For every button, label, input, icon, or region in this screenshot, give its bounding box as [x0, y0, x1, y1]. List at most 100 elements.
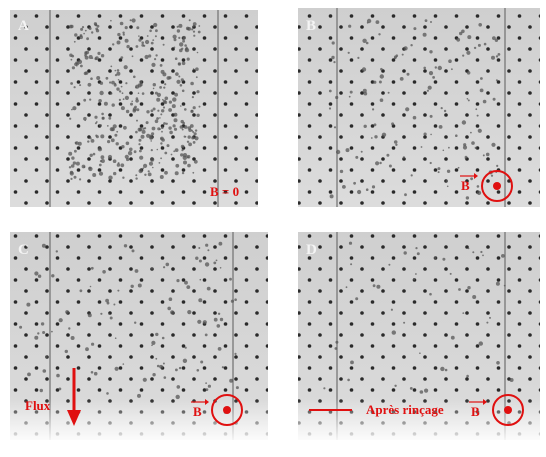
- particle: [427, 85, 432, 90]
- particle: [134, 105, 137, 109]
- particle: [471, 141, 475, 145]
- particle: [373, 80, 377, 84]
- particle: [186, 57, 190, 61]
- particle: [387, 91, 390, 94]
- particle: [116, 40, 121, 45]
- particle: [178, 23, 183, 28]
- hole-grid: [298, 8, 540, 207]
- particle: [477, 128, 482, 133]
- particle: [150, 109, 154, 113]
- particle: [141, 92, 145, 95]
- particle: [430, 21, 432, 23]
- particle: [166, 144, 170, 148]
- particle: [406, 72, 410, 76]
- particle: [479, 88, 484, 93]
- particle: [138, 38, 142, 42]
- particle: [466, 50, 471, 55]
- particle: [98, 171, 104, 176]
- particle: [466, 98, 469, 100]
- particle: [139, 80, 143, 84]
- particle: [448, 146, 450, 149]
- particle: [176, 29, 181, 33]
- particle: [470, 177, 473, 181]
- particle: [80, 64, 83, 68]
- particle: [187, 126, 192, 130]
- particle: [329, 194, 334, 199]
- particle: [426, 89, 429, 92]
- particle: [177, 62, 182, 66]
- particle: [71, 66, 75, 70]
- particle: [164, 96, 169, 101]
- particle: [186, 154, 191, 159]
- particle: [160, 157, 163, 160]
- particle: [107, 154, 113, 160]
- particle: [429, 50, 433, 54]
- particle: [83, 32, 85, 35]
- particle: [89, 137, 92, 140]
- particle: [404, 193, 407, 197]
- particle: [496, 164, 499, 167]
- particle: [145, 39, 150, 45]
- particle: [478, 23, 483, 27]
- particle: [189, 124, 194, 128]
- particle: [184, 44, 187, 47]
- particle: [174, 57, 178, 60]
- particle: [122, 98, 125, 101]
- particle: [137, 92, 140, 94]
- particle: [135, 45, 139, 48]
- particle: [461, 29, 465, 34]
- particle: [70, 24, 74, 29]
- particle: [71, 156, 75, 160]
- particle: [477, 43, 481, 47]
- particle: [443, 109, 447, 113]
- particle: [112, 159, 117, 163]
- panel-label: B: [306, 18, 316, 34]
- particle: [179, 125, 184, 129]
- particle: [430, 133, 432, 136]
- particle: [402, 156, 406, 159]
- particle: [124, 154, 129, 159]
- particle: [176, 79, 181, 84]
- particle: [147, 172, 152, 177]
- particle: [373, 123, 377, 127]
- particle: [73, 175, 77, 179]
- particle: [154, 58, 157, 61]
- particle: [451, 68, 453, 71]
- particle: [379, 74, 384, 79]
- particle: [183, 160, 187, 165]
- particle: [91, 31, 94, 34]
- particle: [100, 54, 105, 58]
- particle: [182, 39, 186, 43]
- particle: [192, 106, 196, 110]
- particle: [179, 48, 183, 53]
- particle: [157, 127, 161, 131]
- particle: [371, 185, 376, 189]
- particle: [171, 104, 176, 109]
- particle: [146, 110, 150, 114]
- particle: [80, 27, 84, 31]
- particle: [157, 109, 160, 112]
- particle: [360, 150, 363, 153]
- particle: [181, 61, 186, 66]
- particle: [181, 149, 184, 152]
- particle: [492, 36, 496, 40]
- particle: [79, 84, 82, 87]
- particle: [77, 59, 83, 64]
- particle: [83, 71, 88, 76]
- particle: [198, 25, 201, 27]
- particle: [125, 109, 130, 114]
- particle: [160, 113, 163, 116]
- particle: [164, 83, 167, 86]
- particle: [150, 140, 152, 142]
- particle: [465, 196, 470, 200]
- particle: [79, 178, 82, 181]
- particle: [485, 152, 490, 157]
- particle: [135, 97, 139, 100]
- particle: [86, 37, 89, 41]
- particle: [147, 170, 150, 173]
- particle: [108, 116, 112, 120]
- particle: [159, 64, 163, 67]
- particle: [173, 118, 178, 123]
- particle: [127, 151, 133, 156]
